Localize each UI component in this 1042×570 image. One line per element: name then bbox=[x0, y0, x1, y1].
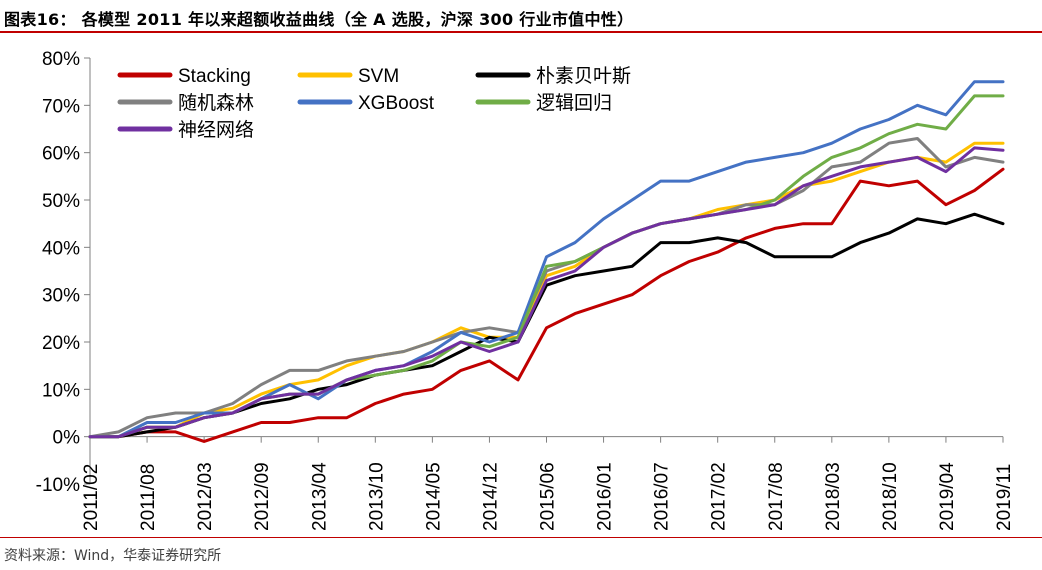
x-axis: 2011/02 2011/08 2012/03 2012/09 2013/04 2013/… bbox=[81, 436, 1015, 531]
figure-title: 图表16： 各模型 2011 年以来超额收益曲线（全 A 选股，沪深 300 行… bbox=[4, 10, 634, 29]
x-tick-label: 2015/06 bbox=[538, 462, 559, 531]
x-tick-label: 2018/10 bbox=[880, 462, 901, 531]
series-layer bbox=[88, 80, 1005, 443]
y-tick-label: 50% bbox=[42, 191, 80, 212]
y-tick-label: 30% bbox=[42, 286, 80, 307]
title-bar: 图表16： 各模型 2011 年以来超额收益曲线（全 A 选股，沪深 300 行… bbox=[0, 0, 1042, 33]
x-tick-label: 2016/01 bbox=[595, 462, 616, 531]
legend-label: SVM bbox=[358, 66, 399, 87]
legend-label: 神经网络 bbox=[178, 119, 254, 141]
x-tick-label: 2018/03 bbox=[823, 462, 844, 531]
x-tick-label: 2011/02 bbox=[81, 464, 102, 531]
x-tick-label: 2012/03 bbox=[195, 462, 216, 531]
series-line bbox=[88, 137, 1005, 439]
y-tick-label: 0% bbox=[53, 428, 81, 449]
y-tick-label: -10% bbox=[36, 475, 80, 496]
x-tick-label: 2017/08 bbox=[766, 462, 787, 531]
y-tick-label: 60% bbox=[42, 144, 80, 165]
legend-label: 逻辑回归 bbox=[536, 92, 612, 114]
line-chart: 80%70%60%50%40%30%20%10%0%-10% 2011/02 20… bbox=[36, 49, 1015, 531]
legend-label: XGBoost bbox=[358, 93, 435, 114]
series-line bbox=[88, 141, 1005, 439]
source-note: 资料来源：Wind，华泰证券研究所 bbox=[4, 548, 222, 564]
series-line bbox=[88, 94, 1005, 439]
x-tick-label: 2016/07 bbox=[652, 462, 673, 531]
x-tick-label: 2012/09 bbox=[252, 462, 273, 531]
x-tick-label: 2017/02 bbox=[709, 462, 730, 531]
series-line bbox=[88, 167, 1005, 443]
legend-label: Stacking bbox=[178, 66, 251, 87]
x-tick-label: 2014/12 bbox=[480, 462, 501, 531]
x-tick-label: 2019/04 bbox=[937, 462, 958, 531]
y-tick-label: 10% bbox=[42, 380, 80, 401]
y-tick-label: 40% bbox=[42, 238, 80, 259]
x-tick-label: 2013/10 bbox=[366, 462, 387, 531]
x-tick-label: 2014/05 bbox=[423, 462, 444, 531]
footer-rule bbox=[0, 537, 1042, 538]
legend-label: 随机森林 bbox=[178, 92, 254, 114]
y-tick-label: 80% bbox=[42, 49, 80, 70]
series-line bbox=[88, 146, 1005, 439]
x-tick-label: 2019/11 bbox=[994, 464, 1015, 531]
legend-label: 朴素贝叶斯 bbox=[536, 65, 631, 87]
series-line bbox=[88, 212, 1005, 439]
y-tick-label: 20% bbox=[42, 333, 80, 354]
y-axis: 80% 70% 60% 50% 40% 30% 20% 10% 0% -10% bbox=[36, 49, 91, 496]
x-tick-label: 2011/08 bbox=[138, 464, 159, 531]
title-rule bbox=[0, 31, 1042, 33]
y-tick-label: 70% bbox=[42, 96, 80, 117]
x-tick-label: 2013/04 bbox=[309, 462, 330, 531]
